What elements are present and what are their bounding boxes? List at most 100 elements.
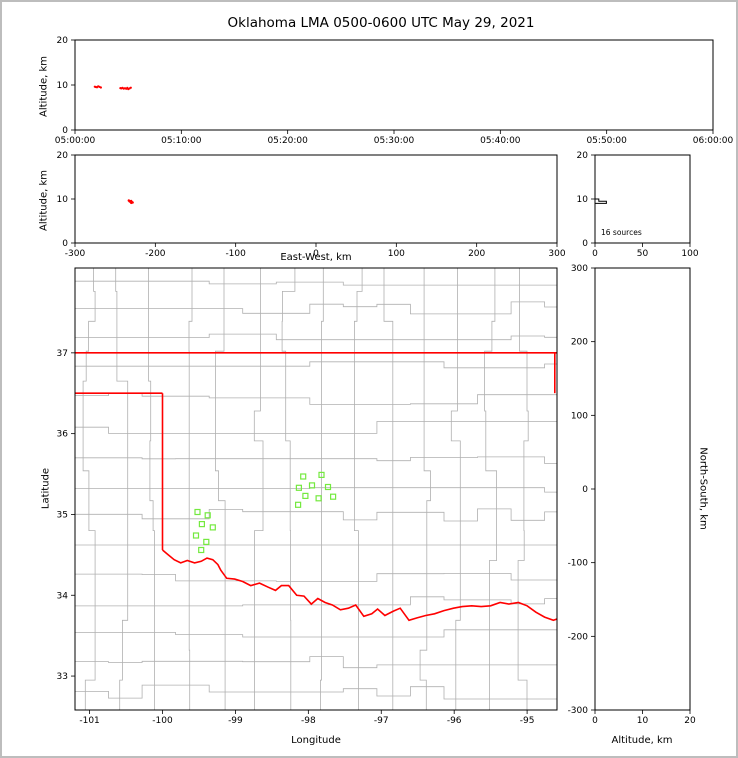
svg-text:-100: -100 <box>152 716 173 726</box>
source-altitude-histogram <box>595 198 607 204</box>
ew-height-panel: -300 -200 -100 0 100 200 300 0 10 20 <box>57 151 566 259</box>
y-ticks: 0 10 20 <box>57 151 75 249</box>
station-marker <box>300 473 307 480</box>
station-marker <box>198 520 205 528</box>
county-lines <box>75 268 557 710</box>
x-ticks: 0 50 100 <box>592 243 699 259</box>
x-ticks: 05:00:00 05:10:00 05:20:00 05:30:00 05:40:00… <box>55 130 734 146</box>
lightning-sources-ew <box>127 199 134 205</box>
station-marker <box>194 508 201 516</box>
svg-text:10: 10 <box>57 81 69 91</box>
svg-text:37: 37 <box>57 349 68 359</box>
svg-text:0: 0 <box>62 239 68 249</box>
svg-text:300: 300 <box>548 249 565 259</box>
svg-text:35: 35 <box>57 510 68 520</box>
svg-text:36: 36 <box>57 430 69 440</box>
svg-text:50: 50 <box>637 249 649 259</box>
svg-text:10: 10 <box>577 195 589 205</box>
y-ticks: 33 34 35 36 37 <box>57 349 75 682</box>
svg-text:-101: -101 <box>79 716 99 726</box>
svg-text:10: 10 <box>57 195 69 205</box>
svg-text:-95: -95 <box>520 716 535 726</box>
station-marker <box>203 538 210 546</box>
station-marker <box>308 482 316 489</box>
svg-text:-98: -98 <box>301 716 316 726</box>
svg-text:0: 0 <box>592 249 598 259</box>
svg-text:100: 100 <box>571 411 588 421</box>
station-marker <box>209 524 216 531</box>
x-ticks: -300 -200 -100 0 100 200 300 <box>65 243 566 259</box>
svg-text:100: 100 <box>388 249 405 259</box>
y-ticks: 0 10 20 <box>57 36 75 136</box>
ew-panel-ylabel: Altitude, km <box>38 170 50 231</box>
map-panel: -101 -100 -99 -98 -97 -96 -95 33 34 35 36 37 <box>57 267 558 726</box>
axes-frame <box>74 39 714 131</box>
svg-text:05:40:00: 05:40:00 <box>480 136 521 146</box>
svg-text:200: 200 <box>571 338 588 348</box>
svg-text:-200: -200 <box>568 632 589 642</box>
lightning-sources-time <box>93 85 132 91</box>
plot-title: Oklahoma LMA 0500-0600 UTC May 29, 2021 <box>227 15 535 31</box>
svg-text:33: 33 <box>57 672 68 682</box>
map-xlabel: Longitude <box>291 735 341 746</box>
svg-text:300: 300 <box>571 264 588 274</box>
svg-text:0: 0 <box>313 249 319 259</box>
svg-text:05:10:00: 05:10:00 <box>161 136 202 146</box>
station-marker <box>315 495 322 502</box>
svg-text:20: 20 <box>684 716 696 726</box>
station-marker <box>192 532 200 539</box>
ns-panel-ylabel: North-South, km <box>697 447 709 530</box>
ns-height-panel: 0 10 20 -300 -200 -100 0 100 200 300 <box>568 264 696 726</box>
station-marker <box>295 484 302 491</box>
station-marker <box>295 501 302 508</box>
ew-panel-xlabel: East-West, km <box>280 252 352 263</box>
svg-text:0: 0 <box>62 126 68 136</box>
svg-text:34: 34 <box>57 591 69 601</box>
axes-frame <box>74 154 558 244</box>
svg-text:06:00:00: 06:00:00 <box>693 136 734 146</box>
svg-text:200: 200 <box>468 249 485 259</box>
svg-text:-96: -96 <box>447 716 462 726</box>
station-marker <box>330 493 337 500</box>
station-marker <box>204 512 211 519</box>
svg-text:10: 10 <box>637 716 649 726</box>
alt-histogram-panel: 0 50 100 0 10 20 <box>577 151 699 259</box>
x-ticks: -101 -100 -99 -98 -97 -96 -95 <box>79 710 534 726</box>
svg-text:0: 0 <box>582 485 588 495</box>
svg-text:05:50:00: 05:50:00 <box>586 136 627 146</box>
station-marker <box>198 546 205 554</box>
svg-text:-97: -97 <box>374 716 389 726</box>
axes-frame <box>594 267 691 711</box>
axes-frame <box>74 267 558 711</box>
svg-text:0: 0 <box>582 239 588 249</box>
time-height-panel: 05:00:00 05:10:00 05:20:00 05:30:00 05:40:00… <box>55 36 734 146</box>
lma-stations <box>192 471 337 554</box>
svg-text:20: 20 <box>57 151 69 161</box>
svg-text:-300: -300 <box>65 249 86 259</box>
station-marker <box>318 471 325 478</box>
svg-text:100: 100 <box>681 249 698 259</box>
sources-count-note: 16 sources <box>601 228 642 237</box>
station-marker <box>302 492 309 499</box>
svg-text:-200: -200 <box>145 249 166 259</box>
svg-text:20: 20 <box>57 36 69 46</box>
svg-text:05:30:00: 05:30:00 <box>374 136 415 146</box>
svg-text:-100: -100 <box>568 559 589 569</box>
state-boundary <box>75 352 557 622</box>
svg-text:05:20:00: 05:20:00 <box>267 136 308 146</box>
svg-text:-100: -100 <box>225 249 246 259</box>
svg-text:0: 0 <box>592 716 598 726</box>
ns-panel-xlabel: Altitude, km <box>611 735 673 746</box>
svg-text:20: 20 <box>577 151 589 161</box>
svg-text:-300: -300 <box>568 706 589 716</box>
map-ylabel: Latitude <box>40 467 52 510</box>
y-ticks: -300 -200 -100 0 100 200 300 <box>568 264 595 716</box>
y-ticks: 0 10 20 <box>577 151 595 249</box>
time-panel-ylabel: Altitude, km <box>38 56 50 117</box>
svg-text:-99: -99 <box>228 716 243 726</box>
station-marker <box>324 483 332 491</box>
x-ticks: 0 10 20 <box>592 710 696 726</box>
